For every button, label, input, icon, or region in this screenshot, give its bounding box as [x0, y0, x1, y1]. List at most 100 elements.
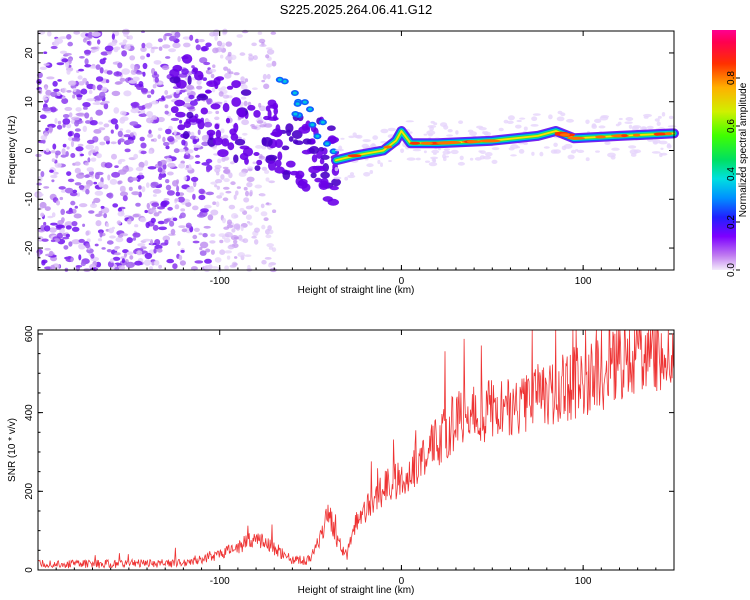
- spectrogram-cell: [415, 157, 421, 161]
- spectrogram-cell: [530, 124, 539, 127]
- spectrogram-cell: [362, 139, 371, 143]
- spectrogram-cell: [150, 89, 155, 95]
- spectrogram-cell: [176, 179, 179, 185]
- spectrogram-cell: [154, 244, 163, 250]
- spectrogram-cell: [243, 100, 248, 107]
- spectrogram-cell: [72, 87, 77, 92]
- spectrogram-cell: [340, 137, 345, 140]
- spectrogram-cell: [65, 61, 70, 68]
- spectrogram-cell: [139, 136, 145, 142]
- spectrogram-cell: [123, 134, 131, 138]
- spectrogram-cell: [110, 118, 118, 125]
- snr-background: [38, 330, 674, 570]
- spectrogram-cell: [220, 128, 225, 134]
- spectrogram-cell: [563, 143, 573, 149]
- spectrogram-cell: [69, 192, 78, 197]
- spectrogram-cell: [59, 36, 68, 39]
- spectrogram-cell: [146, 117, 154, 124]
- spectrogram-cell: [225, 41, 233, 47]
- spectrogram-cell: [248, 55, 255, 61]
- spectrogram-cell: [256, 159, 263, 166]
- spectrogram-cell: [64, 106, 73, 111]
- spectrogram-cell: [301, 183, 311, 192]
- spectrogram-cell: [99, 231, 103, 238]
- spectrogram-cell: [301, 123, 309, 131]
- spectrogram-cell: [78, 238, 85, 243]
- spectrogram-cell: [299, 178, 308, 185]
- spectrogram-cell: [186, 224, 192, 228]
- spectrogram-cell: [405, 120, 415, 123]
- spectrogram-cell: [519, 117, 526, 120]
- spectrogram-cell: [124, 44, 131, 50]
- spectrogram-cell: [152, 224, 159, 231]
- spectrogram-cell: [103, 102, 109, 110]
- spectrogram-cell: [183, 42, 191, 48]
- spectrogram-cell: [150, 181, 159, 186]
- spectrogram-cell: [90, 253, 95, 259]
- spectrogram-cell: [74, 182, 82, 186]
- spectrogram-cell: [106, 222, 110, 228]
- spectrogram-cell: [164, 104, 169, 109]
- spectrogram-cell: [126, 237, 133, 244]
- spectrogram-cell: [264, 123, 273, 128]
- spectrogram-cell: [189, 135, 198, 140]
- spectrogram-cell: [95, 99, 100, 105]
- spectrogram-cell: [227, 219, 232, 225]
- spectrogram-cell: [50, 150, 56, 154]
- spectrogram-cell: [152, 194, 157, 197]
- spectrogram-cell: [51, 179, 55, 183]
- spectrogram-cell: [111, 33, 115, 40]
- spectrogram-cell: [42, 97, 48, 101]
- spectrogram-cell: [643, 116, 649, 119]
- spectrogram-cell: [52, 143, 57, 150]
- spectrogram-cell: [630, 153, 637, 157]
- spectrogram-cell: [447, 129, 453, 133]
- spectrogram-cell: [42, 107, 52, 112]
- spectrogram-cell: [194, 70, 204, 81]
- spectrogram-peak: [443, 141, 462, 144]
- spectrogram-cell: [114, 165, 119, 169]
- spectrogram-cell: [318, 180, 329, 190]
- spectrogram-cell: [61, 98, 69, 104]
- spectrogram-cell: [199, 241, 209, 249]
- spectrogram-x-tick-label: 100: [575, 276, 592, 287]
- spectrogram-cell: [205, 42, 212, 48]
- spectrogram-cell: [82, 77, 88, 83]
- spectrogram-cell: [173, 130, 177, 136]
- snr-x-tick-label: 100: [575, 576, 592, 587]
- spectrogram-cell: [56, 62, 65, 66]
- spectrogram-cell: [82, 223, 86, 227]
- spectrogram-cell: [274, 139, 283, 148]
- spectrogram-cell: [108, 42, 117, 47]
- spectrogram-peak: [383, 145, 393, 149]
- spectrogram-cell: [175, 89, 180, 94]
- spectrogram-y-tick-label: -10: [24, 192, 35, 207]
- spectrogram-peak: [466, 140, 477, 144]
- spectrogram-cell: [146, 53, 151, 58]
- spectrogram-cell: [128, 186, 133, 191]
- spectrogram-cell: [134, 260, 143, 266]
- spectrogram-cell: [164, 90, 169, 95]
- spectrogram-cell: [193, 227, 200, 232]
- spectrogram-cell: [327, 125, 336, 131]
- spectrogram-cell: [93, 181, 98, 185]
- spectrogram-cell: [219, 239, 224, 244]
- spectrogram-cell: [201, 141, 210, 147]
- spectrogram-cell: [631, 126, 640, 131]
- spectrogram-cell: [119, 191, 129, 197]
- spectrogram-cell: [220, 174, 225, 180]
- spectrogram-cell: [51, 158, 56, 163]
- spectrogram-cell: [54, 162, 62, 168]
- spectrogram-cell: [194, 161, 201, 164]
- spectrogram-cell: [140, 55, 145, 60]
- spectrogram-cell: [167, 206, 173, 211]
- spectrogram-cell: [71, 226, 80, 232]
- spectrogram-cell: [36, 251, 41, 258]
- spectrogram-cell: [657, 115, 662, 119]
- spectrogram-peak: [632, 133, 641, 137]
- spectrogram-cell: [138, 81, 144, 87]
- spectrogram-cell: [224, 72, 232, 79]
- spectrogram-cell: [443, 124, 449, 130]
- spectrogram-cell: [95, 76, 104, 82]
- spectrogram-cell: [182, 102, 192, 108]
